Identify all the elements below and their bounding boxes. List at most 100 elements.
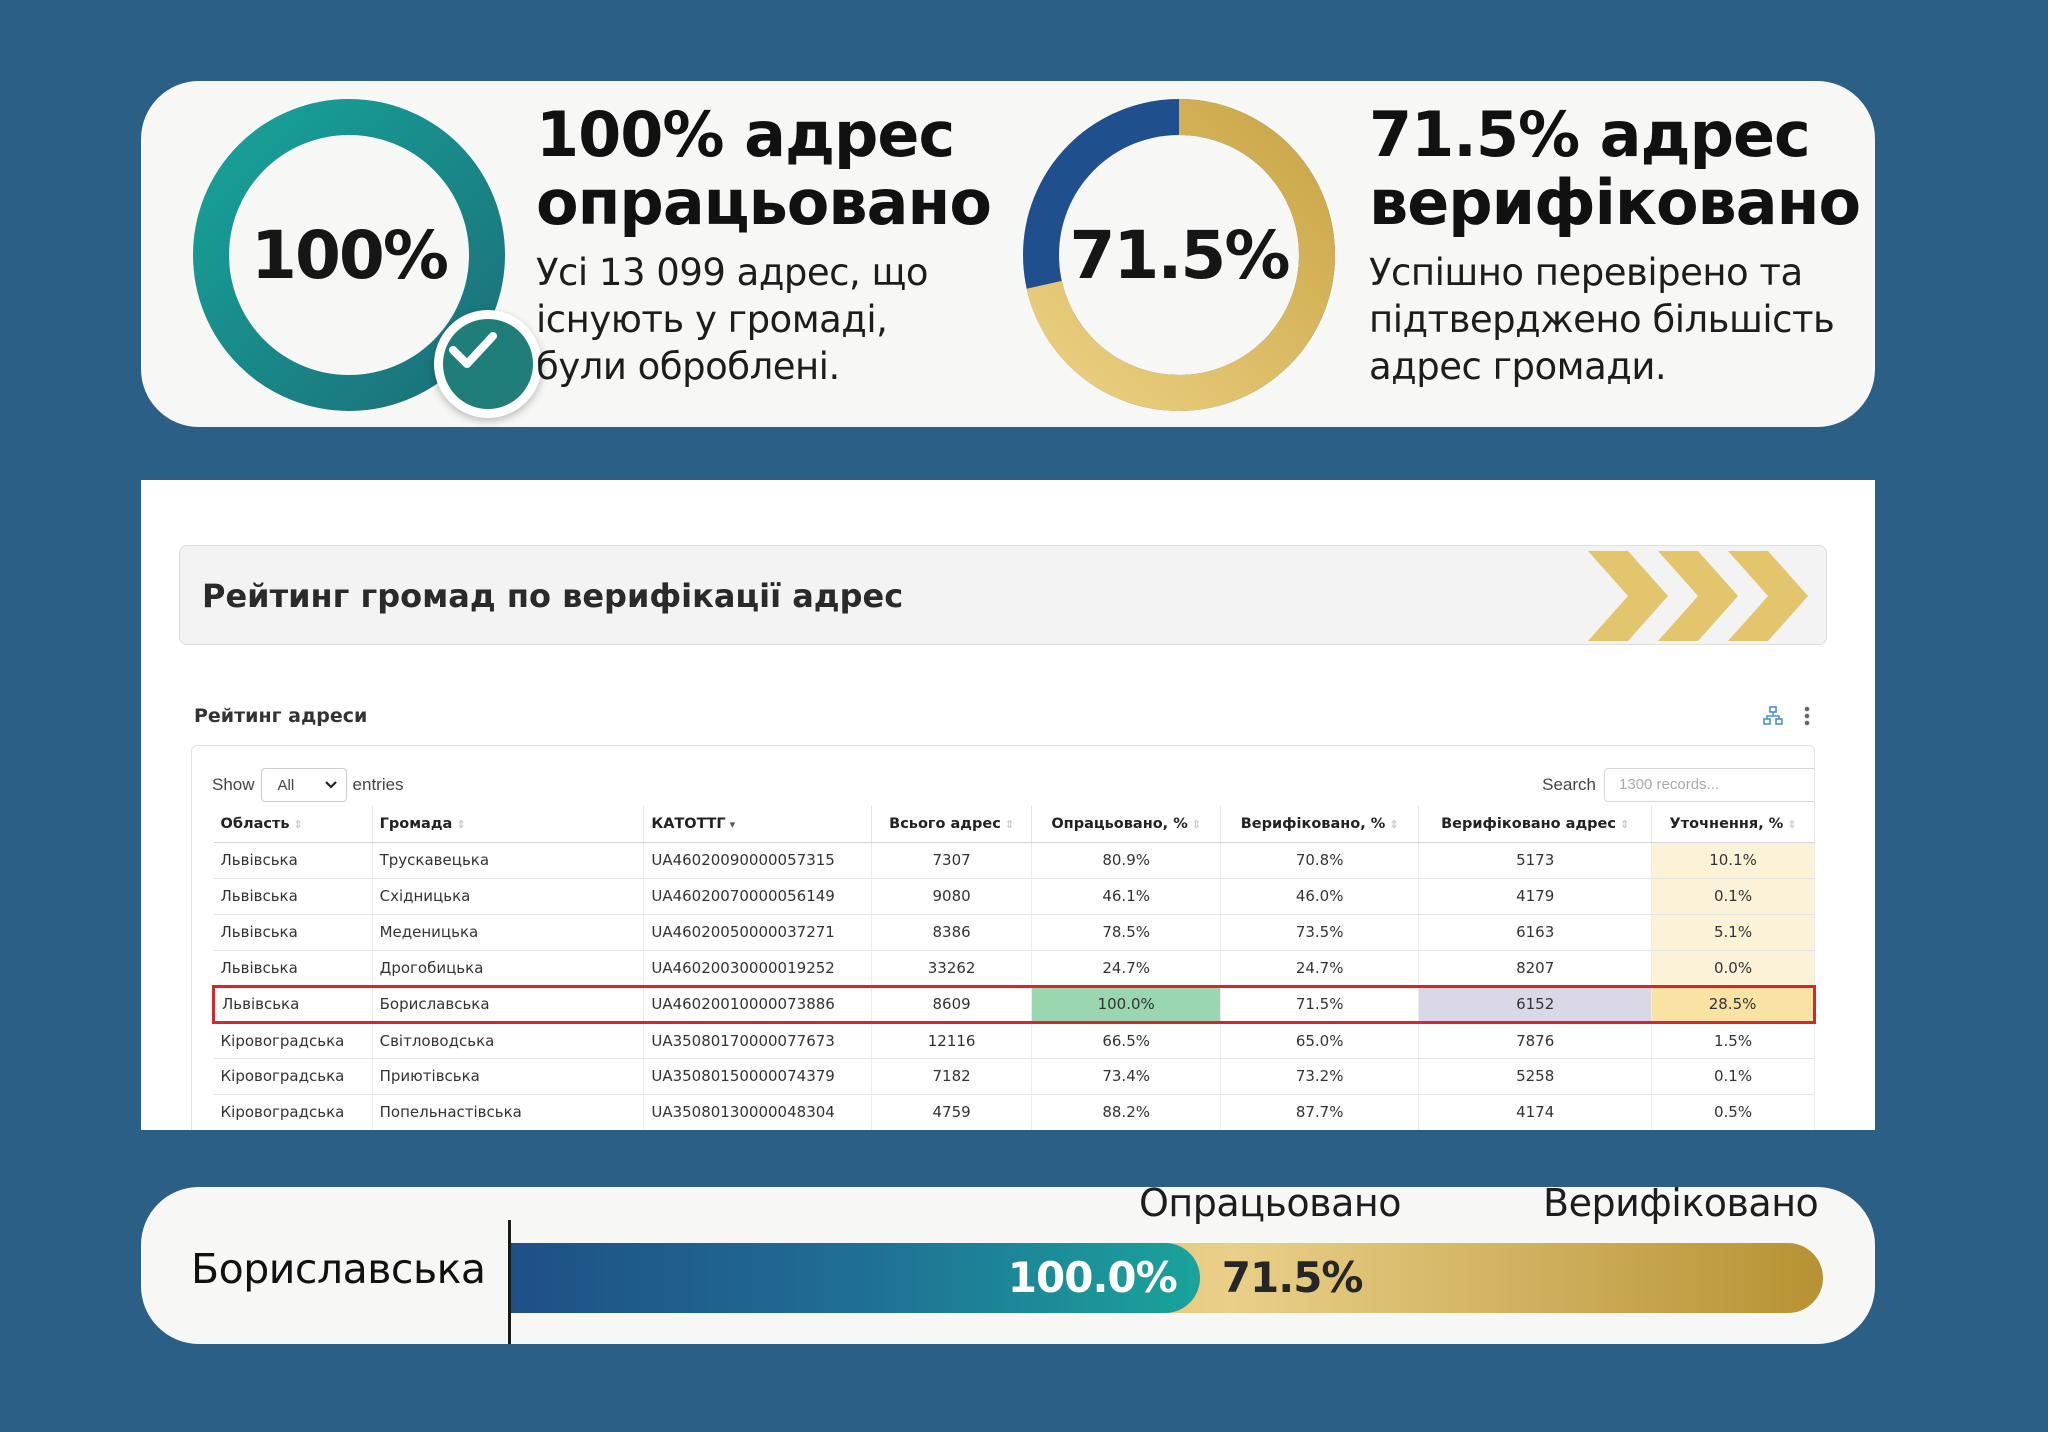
cell-katottg: UA35080170000077673 [643, 1022, 872, 1059]
processed-ring: 100% [189, 95, 542, 418]
table-row[interactable]: Кіровоградська Попельнастівська UA35080130… [213, 1094, 1815, 1130]
table-row[interactable]: Кіровоградська Світловодська UA35080170000… [213, 1022, 1815, 1059]
col-header-label: Верифіковано адрес [1441, 815, 1616, 832]
verified-bar-value: 71.5% [1221, 1253, 1364, 1302]
cell-processed: 24.7% [1031, 950, 1222, 987]
col-header-clarification[interactable]: Уточнення, % ⇕ [1651, 806, 1815, 843]
cell-verified-count: 6163 [1418, 914, 1653, 951]
cell-oblast: Львівська [213, 950, 373, 987]
cell-verified: 73.5% [1220, 914, 1420, 951]
cell-verified-count: 6152 [1418, 984, 1653, 1024]
table-row[interactable]: Львівська Дрогобицька UA46020030000019252 3… [213, 950, 1815, 987]
cell-hromada: Східницька [372, 878, 645, 915]
cell-oblast: Львівська [213, 842, 373, 879]
cell-total: 4759 [871, 1094, 1033, 1130]
cell-verified-count: 4179 [1418, 878, 1653, 915]
cell-processed: 80.9% [1031, 842, 1222, 879]
cell-verified-count: 4174 [1418, 1094, 1653, 1130]
rating-table: Область ⇕ Громада ⇕ КАТОТТГ ▾ Всього адрес ⇕ Опр… [212, 806, 1816, 1130]
cell-oblast: Кіровоградська [213, 1022, 373, 1059]
cell-katottg: UA46020030000019252 [643, 950, 872, 987]
cell-katottg: UA46020010000073886 [643, 984, 872, 1024]
sort-icon: ⇕ [1620, 817, 1630, 831]
cell-verified: 24.7% [1220, 950, 1420, 987]
cell-verified-count: 5258 [1418, 1058, 1653, 1095]
cell-oblast: Львівська [213, 878, 373, 915]
col-header-label: КАТОТТГ [651, 815, 726, 832]
cell-hromada: Бориславська [372, 984, 645, 1024]
table-tools [1763, 706, 1811, 726]
processed-bar [511, 1243, 1200, 1313]
cell-processed: 78.5% [1031, 914, 1222, 951]
cell-processed: 73.4% [1031, 1058, 1222, 1095]
table-container: Show All entries Search 1300 records... … [191, 745, 1816, 1130]
entries-select[interactable]: All [260, 768, 347, 802]
processed-ring-arc [193, 99, 505, 411]
cell-verified: 70.8% [1220, 842, 1420, 879]
dashboard-panel: Рейтинг громад по верифікації адрес Рейт… [141, 480, 1875, 1130]
table-row-highlighted[interactable]: Львівська Бориславська UA46020010000073886… [212, 984, 1816, 1024]
cell-total: 12116 [871, 1022, 1033, 1059]
hierarchy-icon[interactable] [1763, 706, 1783, 726]
cell-clarification: 28.5% [1651, 984, 1816, 1024]
table-row[interactable]: Львівська Східницька UA46020070000056149 90… [213, 878, 1815, 915]
sort-icon: ⇕ [1787, 817, 1797, 831]
cell-verified-count: 7876 [1418, 1022, 1653, 1059]
search-input[interactable]: 1300 records... [1604, 768, 1814, 802]
verified-ring-chart [1023, 99, 1335, 411]
sort-icon: ⇕ [1389, 817, 1399, 831]
table-row[interactable]: Кіровоградська Приютівська UA3508015000007… [213, 1058, 1815, 1095]
cell-total: 9080 [871, 878, 1033, 915]
panel-title: Рейтинг громад по верифікації адрес [202, 577, 904, 615]
processed-title-line2: опрацьовано [536, 166, 992, 239]
cell-oblast: Кіровоградська [213, 1094, 373, 1130]
table-row[interactable]: Львівська Меденицька UA46020050000037271 83… [213, 914, 1815, 951]
col-header-total[interactable]: Всього адрес ⇕ [871, 806, 1033, 843]
cell-verified: 73.2% [1220, 1058, 1420, 1095]
table-row[interactable]: Львівська Трускавецька UA46020090000057315… [213, 842, 1815, 879]
verified-text: 71.5% адрес верифіковано Успішно перевір… [1369, 101, 1861, 390]
cell-oblast: Львівська [212, 984, 373, 1024]
cell-oblast: Кіровоградська [213, 1058, 373, 1095]
verified-ring: 71.5% [1019, 95, 1339, 415]
chevron-down-icon [324, 781, 337, 789]
cell-hromada: Дрогобицька [372, 950, 645, 987]
col-header-hromada[interactable]: Громада ⇕ [372, 806, 645, 843]
col-header-label: Опрацьовано, % [1051, 815, 1188, 832]
verified-title-line2: верифіковано [1369, 166, 1861, 239]
cell-total: 7182 [871, 1058, 1033, 1095]
cell-katottg: UA46020050000037271 [643, 914, 872, 951]
processed-desc-line3: були оброблені. [536, 345, 840, 388]
legend-verified: Верифіковано [1543, 1181, 1819, 1225]
cell-verified-count: 8207 [1418, 950, 1653, 987]
col-header-katottg[interactable]: КАТОТТГ ▾ [643, 806, 872, 843]
cell-hromada: Приютівська [372, 1058, 645, 1095]
cell-total: 8609 [871, 984, 1033, 1024]
sort-icon: ⇕ [1191, 817, 1201, 831]
processed-title-line1: 100% адрес [536, 98, 955, 171]
col-header-label: Уточнення, % [1669, 815, 1784, 832]
entries-label: entries [352, 775, 404, 794]
panel-header: Рейтинг громад по верифікації адрес [179, 545, 1827, 645]
cell-processed: 88.2% [1031, 1094, 1222, 1130]
more-menu-icon[interactable] [1803, 706, 1811, 726]
col-header-verified[interactable]: Верифіковано, % ⇕ [1220, 806, 1420, 843]
cell-clarification: 5.1% [1651, 914, 1815, 951]
entries-select-value: All [277, 776, 295, 794]
processed-ring-label: 100% [251, 216, 449, 294]
col-header-oblast[interactable]: Область ⇕ [213, 806, 373, 843]
legend-processed: Опрацьовано [1139, 1181, 1401, 1225]
cell-hromada: Меденицька [372, 914, 645, 951]
col-header-verified-count[interactable]: Верифіковано адрес ⇕ [1418, 806, 1653, 843]
chevrons-icon [1588, 551, 1808, 641]
col-header-processed[interactable]: Опрацьовано, % ⇕ [1031, 806, 1222, 843]
cell-katottg: UA35080150000074379 [643, 1058, 872, 1095]
bar-community-label: Бориславська [191, 1245, 486, 1293]
cell-hromada: Світловодська [372, 1022, 645, 1059]
show-label: Show [212, 775, 255, 794]
search-box: Search 1300 records... [1542, 768, 1814, 802]
cell-processed: 46.1% [1031, 878, 1222, 915]
cell-total: 8386 [871, 914, 1033, 951]
table-subtitle: Рейтинг адреси [194, 705, 368, 727]
cell-processed: 66.5% [1031, 1022, 1222, 1059]
